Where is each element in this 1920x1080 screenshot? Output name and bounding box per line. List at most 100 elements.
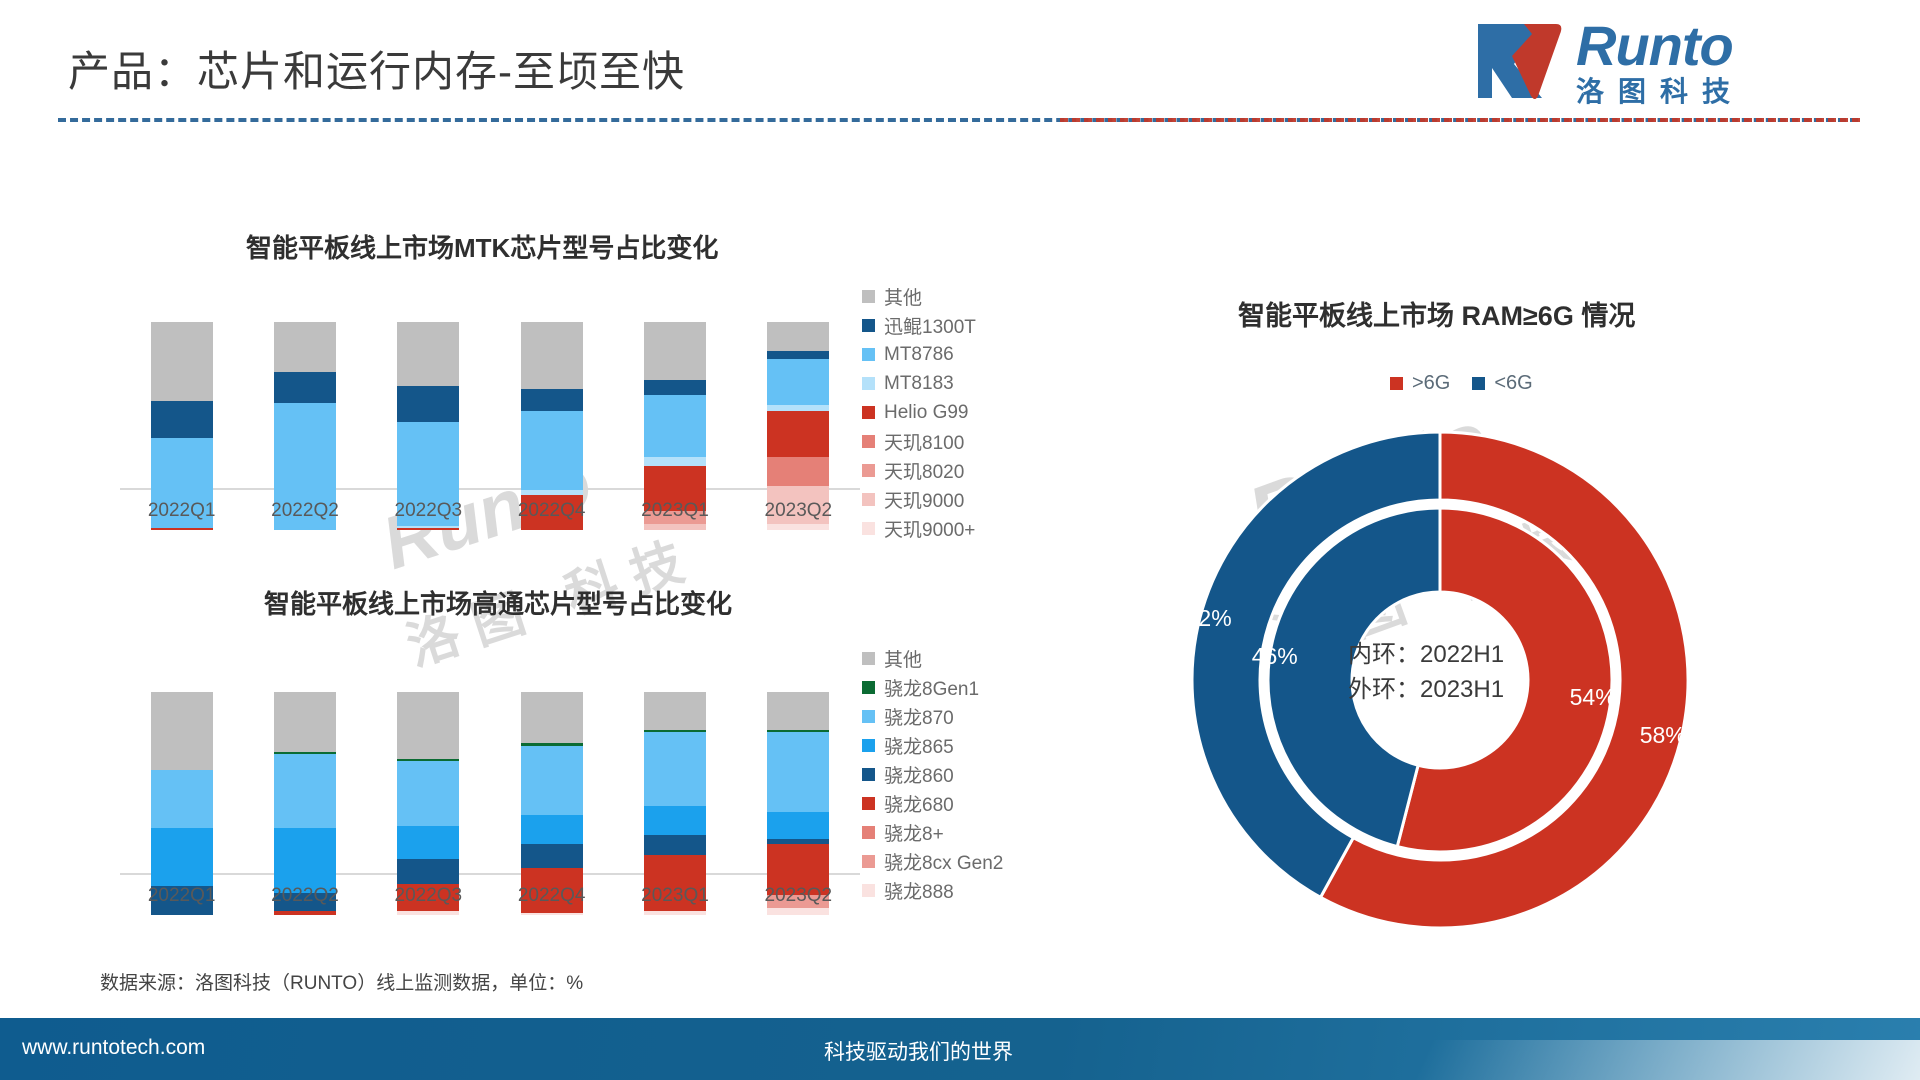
bar-segment-骁龙860 — [644, 834, 706, 855]
qualcomm-chart-legend: 其他 骁龙8Gen1 骁龙870 骁龙865 骁龙860 骁龙680 骁龙8+ 骁龙8cx G… — [862, 644, 1003, 905]
legend-label: 天玑8020 — [884, 462, 965, 483]
legend-item-天玑8100[interactable]: 天玑8100 — [862, 427, 976, 456]
legend-item-天玑8020[interactable]: 天玑8020 — [862, 456, 976, 485]
bar-segment-其他 — [520, 692, 583, 744]
legend-item-骁龙870[interactable]: 骁龙870 — [862, 702, 1003, 731]
legend-label: 其他 — [884, 288, 923, 309]
bar-segment-迅鲲1300T — [767, 351, 830, 360]
legend-label: Helio G99 — [884, 401, 969, 423]
legend-label: 骁龙870 — [884, 708, 954, 729]
logo-brand: Runto — [1576, 14, 1734, 77]
legend-item-骁龙865[interactable]: 骁龙865 — [862, 731, 1003, 760]
bar-segment-骁龙888 — [397, 910, 460, 915]
legend-item-MT8786[interactable]: MT8786 — [862, 340, 976, 369]
bar-segment-骁龙870 — [520, 745, 583, 815]
bar-segment-其他 — [520, 322, 583, 389]
donut-slice-2022H1->6G — [1395, 506, 1614, 854]
bar-segment-迅鲲1300T — [644, 380, 706, 395]
legend-swatch-icon — [862, 681, 875, 694]
bar-segment-其他 — [767, 692, 830, 730]
legend-label: MT8786 — [884, 343, 954, 365]
x-axis-label: 2022Q3 — [394, 500, 463, 521]
bar-segment-天玑8100 — [767, 457, 830, 487]
logo-brand-cn: 洛图科技 — [1576, 76, 1745, 107]
ram-chart-title: 智能平板线上市场 RAM≥6G 情况 — [1238, 301, 1636, 331]
legend-item-其他[interactable]: 其他 — [862, 282, 976, 311]
legend-item-骁龙888[interactable]: 骁龙888 — [862, 876, 1003, 905]
bar-segment-天玑9000 — [644, 523, 706, 530]
x-axis-label: 2022Q3 — [394, 885, 463, 906]
legend-label: 骁龙8+ — [884, 824, 944, 845]
x-axis-line — [120, 873, 860, 875]
x-axis-line — [120, 488, 860, 490]
legend-item-迅鲲1300T[interactable]: 迅鲲1300T — [862, 311, 976, 340]
x-axis-label: 2022Q4 — [517, 885, 586, 906]
legend-swatch-icon — [862, 406, 875, 419]
bar-segment-MT8786 — [644, 394, 706, 458]
bar-segment-MT8183 — [397, 525, 460, 528]
bar-segment-骁龙8cx Gen2 — [767, 894, 830, 909]
legend-item-骁龙8+[interactable]: 骁龙8+ — [862, 818, 1003, 847]
bar-2022Q3 — [397, 692, 460, 915]
bar-segment-Helio G99 — [520, 494, 583, 530]
legend-label: 其他 — [884, 650, 923, 671]
legend-swatch-icon — [862, 493, 875, 506]
legend-item-天玑9000[interactable]: 天玑9000 — [862, 485, 976, 514]
bar-segment-其他 — [274, 322, 336, 372]
runto-logo: Runto 洛图科技 — [1472, 14, 1864, 108]
bar-2022Q2 — [274, 322, 336, 530]
legend-swatch-icon — [1472, 377, 1486, 390]
x-axis-label: 2023Q1 — [641, 500, 709, 521]
legend-item-其他[interactable]: 其他 — [862, 644, 1003, 673]
legend-label: 迅鲲1300T — [884, 317, 976, 338]
legend-label: 骁龙8cx Gen2 — [884, 853, 1004, 874]
legend-item-骁龙8cx Gen2[interactable]: 骁龙8cx Gen2 — [862, 847, 1003, 876]
legend-item-骁龙680[interactable]: 骁龙680 — [862, 789, 1003, 818]
bar-segment-骁龙680 — [274, 910, 336, 915]
legend-label: 天玑9000+ — [884, 520, 976, 541]
slide-footer: www.runtotech.com 科技驱动我们的世界 — [0, 1018, 1920, 1080]
bar-2022Q1 — [150, 692, 213, 915]
legend-item-天玑9000+[interactable]: 天玑9000+ — [862, 514, 976, 543]
bar-segment-骁龙860 — [767, 839, 830, 844]
bar-segment-其他 — [644, 692, 706, 730]
bar-segment-MT8786 — [767, 359, 830, 406]
legend-swatch-icon — [862, 319, 875, 332]
bar-segment-其他 — [150, 322, 213, 402]
bar-2022Q1 — [150, 322, 213, 530]
donut-center-outer-ring: 外环：2023H1 — [1348, 675, 1505, 703]
bar-segment-骁龙8Gen1 — [274, 752, 336, 755]
bar-segment-骁龙860 — [150, 886, 213, 915]
donut-legend-item->6G[interactable]: >6G — [1390, 372, 1450, 395]
bar-segment-迅鲲1300T — [150, 401, 213, 439]
bar-segment-天玑8020 — [644, 511, 706, 524]
legend-swatch-icon — [862, 797, 875, 810]
runto-logo-mark — [1478, 24, 1562, 99]
footer-website-link[interactable]: www.runtotech.com — [22, 1036, 206, 1059]
bar-2022Q2 — [274, 692, 336, 915]
bar-segment-Helio G99 — [644, 465, 706, 512]
bar-segment-骁龙8Gen1 — [520, 743, 583, 746]
bar-2022Q3 — [397, 322, 460, 530]
legend-item-骁龙8Gen1[interactable]: 骁龙8Gen1 — [862, 673, 1003, 702]
bar-segment-骁龙860 — [274, 892, 336, 911]
x-axis-label: 2022Q2 — [271, 885, 339, 906]
bar-segment-MT8786 — [520, 411, 583, 491]
bar-segment-骁龙680 — [644, 854, 706, 911]
x-axis-label: 2023Q2 — [764, 500, 833, 521]
mtk-chart-title: 智能平板线上市场MTK芯片型号占比变化 — [246, 233, 719, 263]
bar-segment-MT8786 — [150, 438, 213, 528]
x-axis-label: 2023Q1 — [641, 885, 709, 906]
legend-swatch-icon — [862, 522, 875, 535]
legend-item-骁龙860[interactable]: 骁龙860 — [862, 760, 1003, 789]
legend-item-Helio G99[interactable]: Helio G99 — [862, 398, 976, 427]
data-source-note: 数据来源：洛图科技（RUNTO）线上监测数据，单位：% — [100, 973, 584, 994]
bar-2023Q2 — [767, 322, 830, 530]
x-axis-label: 2022Q4 — [517, 500, 586, 521]
legend-label: 骁龙860 — [884, 766, 954, 787]
legend-swatch-icon — [862, 884, 875, 897]
legend-item-MT8183[interactable]: MT8183 — [862, 369, 976, 398]
legend-swatch-icon — [862, 739, 875, 752]
legend-label: 骁龙888 — [884, 882, 954, 903]
donut-legend-item-<6G[interactable]: <6G — [1472, 372, 1533, 395]
